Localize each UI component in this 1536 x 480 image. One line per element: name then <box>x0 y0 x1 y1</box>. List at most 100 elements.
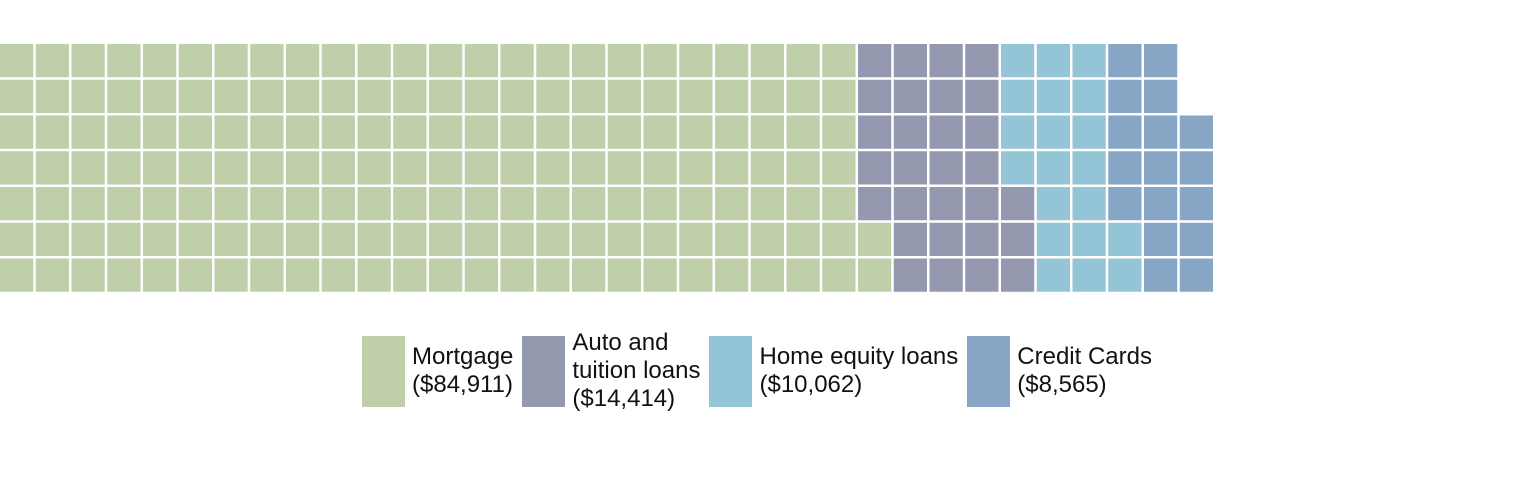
waffle-cell-mortgage <box>679 187 713 221</box>
waffle-cell-mortgage <box>357 187 391 221</box>
waffle-cell-mortgage <box>178 44 212 78</box>
waffle-cell-home-equity <box>1108 222 1142 256</box>
waffle-cell-mortgage <box>679 44 713 78</box>
waffle-cell-mortgage <box>429 222 463 256</box>
waffle-cell-mortgage <box>250 187 284 221</box>
waffle-cell-home-equity <box>1001 44 1035 78</box>
waffle-cell-mortgage <box>250 44 284 78</box>
waffle-cell-mortgage <box>393 258 427 292</box>
waffle-cell-mortgage <box>643 222 677 256</box>
waffle-cell-mortgage <box>143 79 177 113</box>
waffle-cell-mortgage <box>607 187 641 221</box>
waffle-cell-mortgage <box>429 115 463 149</box>
waffle-cell-mortgage <box>536 258 570 292</box>
waffle-cell-mortgage <box>572 44 606 78</box>
waffle-cell-mortgage <box>143 44 177 78</box>
waffle-cell-mortgage <box>250 115 284 149</box>
waffle-cell-mortgage <box>858 222 892 256</box>
waffle-cell-auto-tuition <box>929 222 963 256</box>
waffle-cell-mortgage <box>822 44 856 78</box>
waffle-cell-mortgage <box>786 187 820 221</box>
waffle-cell-mortgage <box>214 79 248 113</box>
waffle-cell-mortgage <box>71 44 105 78</box>
waffle-cell-auto-tuition <box>929 258 963 292</box>
waffle-cell-mortgage <box>715 44 749 78</box>
waffle-cell-mortgage <box>357 258 391 292</box>
waffle-cell-mortgage <box>214 187 248 221</box>
waffle-cell-mortgage <box>715 151 749 185</box>
waffle-cell-mortgage <box>393 44 427 78</box>
waffle-cell-auto-tuition <box>893 44 927 78</box>
waffle-cell-mortgage <box>71 151 105 185</box>
waffle-cell-mortgage <box>357 222 391 256</box>
legend-swatch-auto-tuition <box>522 335 566 407</box>
waffle-cell-mortgage <box>35 222 69 256</box>
waffle-cell-mortgage <box>643 44 677 78</box>
waffle-cell-auto-tuition <box>858 79 892 113</box>
waffle-cell-mortgage <box>679 115 713 149</box>
waffle-cell-credit-cards <box>1144 222 1178 256</box>
waffle-cell-mortgage <box>572 258 606 292</box>
waffle-cell-mortgage <box>71 222 105 256</box>
waffle-cell-home-equity <box>1036 151 1070 185</box>
waffle-cell-mortgage <box>321 187 355 221</box>
waffle-cell-mortgage <box>572 115 606 149</box>
waffle-cell-mortgage <box>393 187 427 221</box>
waffle-cell-credit-cards <box>1108 151 1142 185</box>
waffle-cell-mortgage <box>464 151 498 185</box>
waffle-cell-mortgage <box>643 258 677 292</box>
waffle-cell-mortgage <box>0 44 34 78</box>
waffle-cell-mortgage <box>464 79 498 113</box>
waffle-cell-mortgage <box>822 151 856 185</box>
waffle-cell-mortgage <box>107 79 141 113</box>
waffle-cell-mortgage <box>35 44 69 78</box>
waffle-cell-mortgage <box>750 79 784 113</box>
legend-label-home-equity: Home equity loans ($10,062) <box>759 343 959 398</box>
waffle-cell-credit-cards <box>1144 44 1178 78</box>
waffle-cell-home-equity <box>1072 115 1106 149</box>
waffle-cell-mortgage <box>178 115 212 149</box>
waffle-cell-credit-cards <box>1144 115 1178 149</box>
waffle-cell-mortgage <box>0 151 34 185</box>
waffle-cell-mortgage <box>107 44 141 78</box>
legend-label-mortgage: Mortgage ($84,911) <box>412 343 514 398</box>
waffle-cell-mortgage <box>393 151 427 185</box>
waffle-cell-mortgage <box>143 115 177 149</box>
waffle-cell-mortgage <box>715 258 749 292</box>
waffle-cell-mortgage <box>35 187 69 221</box>
waffle-cell-auto-tuition <box>965 79 999 113</box>
waffle-cell-auto-tuition <box>929 187 963 221</box>
waffle-cell-mortgage <box>143 222 177 256</box>
waffle-cell-mortgage <box>750 187 784 221</box>
waffle-cell-auto-tuition <box>929 79 963 113</box>
waffle-cell-mortgage <box>572 222 606 256</box>
waffle-cell-mortgage <box>178 79 212 113</box>
waffle-cell-mortgage <box>536 79 570 113</box>
waffle-cell-mortgage <box>107 258 141 292</box>
waffle-cell-mortgage <box>71 79 105 113</box>
waffle-cell-mortgage <box>536 187 570 221</box>
waffle-cell-mortgage <box>321 44 355 78</box>
waffle-cell-mortgage <box>286 258 320 292</box>
waffle-cell-home-equity <box>1001 151 1035 185</box>
waffle-cell-mortgage <box>750 115 784 149</box>
waffle-cell-home-equity <box>1001 115 1035 149</box>
waffle-cell-home-equity <box>1072 258 1106 292</box>
waffle-cell-mortgage <box>750 44 784 78</box>
waffle-cell-mortgage <box>107 222 141 256</box>
waffle-cell-mortgage <box>607 222 641 256</box>
waffle-cell-credit-cards <box>1108 79 1142 113</box>
waffle-cell-mortgage <box>143 187 177 221</box>
waffle-cell-mortgage <box>500 187 534 221</box>
waffle-cell-mortgage <box>178 222 212 256</box>
legend-item-auto-tuition: Auto and tuition loans ($14,414) <box>522 329 700 413</box>
waffle-cell-mortgage <box>464 115 498 149</box>
waffle-cell-mortgage <box>0 115 34 149</box>
waffle-cell-mortgage <box>0 258 34 292</box>
waffle-cell-mortgage <box>607 115 641 149</box>
waffle-cell-mortgage <box>679 151 713 185</box>
waffle-cell-mortgage <box>572 79 606 113</box>
waffle-cell-mortgage <box>0 187 34 221</box>
waffle-cell-auto-tuition <box>929 115 963 149</box>
waffle-cell-mortgage <box>822 222 856 256</box>
